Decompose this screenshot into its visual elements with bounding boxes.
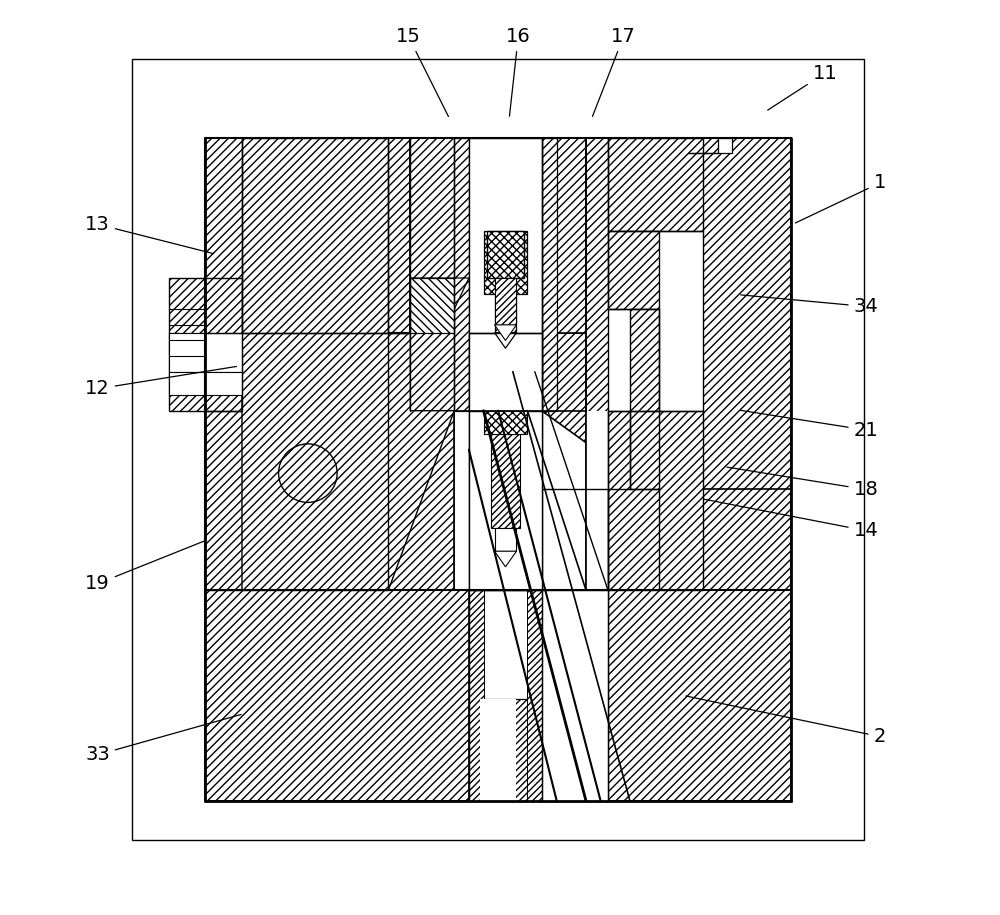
Text: 21: 21: [741, 410, 878, 439]
Bar: [454, 137, 469, 411]
Bar: [469, 137, 542, 590]
Polygon shape: [608, 411, 703, 590]
Text: 19: 19: [85, 541, 205, 593]
Polygon shape: [542, 590, 791, 801]
Polygon shape: [388, 278, 454, 333]
Polygon shape: [205, 333, 454, 590]
Bar: [549, 590, 601, 801]
Bar: [495, 278, 516, 325]
Polygon shape: [410, 278, 469, 333]
Text: 1: 1: [795, 174, 886, 223]
Text: 34: 34: [741, 295, 878, 316]
Polygon shape: [608, 590, 791, 801]
Polygon shape: [495, 333, 516, 349]
Text: 16: 16: [506, 27, 531, 116]
Bar: [132, 59, 864, 840]
Polygon shape: [242, 137, 388, 333]
Bar: [169, 371, 242, 395]
Polygon shape: [495, 325, 516, 340]
Polygon shape: [484, 411, 527, 434]
Polygon shape: [608, 231, 659, 309]
Polygon shape: [242, 333, 454, 590]
Polygon shape: [469, 590, 484, 801]
Polygon shape: [205, 137, 469, 590]
Text: 11: 11: [768, 64, 837, 110]
Polygon shape: [205, 590, 469, 801]
Bar: [495, 528, 516, 551]
Bar: [542, 590, 608, 801]
Bar: [542, 137, 557, 411]
Text: 17: 17: [593, 27, 636, 116]
Text: 12: 12: [85, 366, 236, 398]
Polygon shape: [586, 137, 703, 590]
Bar: [169, 333, 205, 356]
Polygon shape: [586, 137, 791, 590]
Polygon shape: [410, 137, 469, 333]
Text: 13: 13: [85, 215, 214, 253]
Polygon shape: [469, 699, 542, 801]
Bar: [469, 333, 542, 590]
Polygon shape: [542, 137, 791, 590]
Polygon shape: [542, 137, 586, 333]
Bar: [169, 333, 242, 371]
Polygon shape: [527, 590, 542, 801]
Polygon shape: [630, 309, 659, 411]
Polygon shape: [542, 590, 608, 801]
Bar: [487, 231, 524, 278]
Polygon shape: [495, 551, 516, 566]
Bar: [480, 699, 516, 801]
Text: 15: 15: [396, 27, 448, 116]
Text: 33: 33: [85, 715, 241, 764]
Polygon shape: [608, 137, 703, 231]
Text: 18: 18: [727, 467, 878, 499]
Bar: [491, 434, 520, 528]
Polygon shape: [608, 489, 791, 801]
Polygon shape: [169, 278, 242, 411]
Bar: [484, 231, 527, 294]
Bar: [495, 294, 516, 333]
Polygon shape: [688, 137, 732, 153]
Polygon shape: [205, 333, 388, 590]
Text: 14: 14: [704, 500, 878, 540]
Text: 2: 2: [686, 696, 886, 746]
Polygon shape: [205, 590, 469, 801]
